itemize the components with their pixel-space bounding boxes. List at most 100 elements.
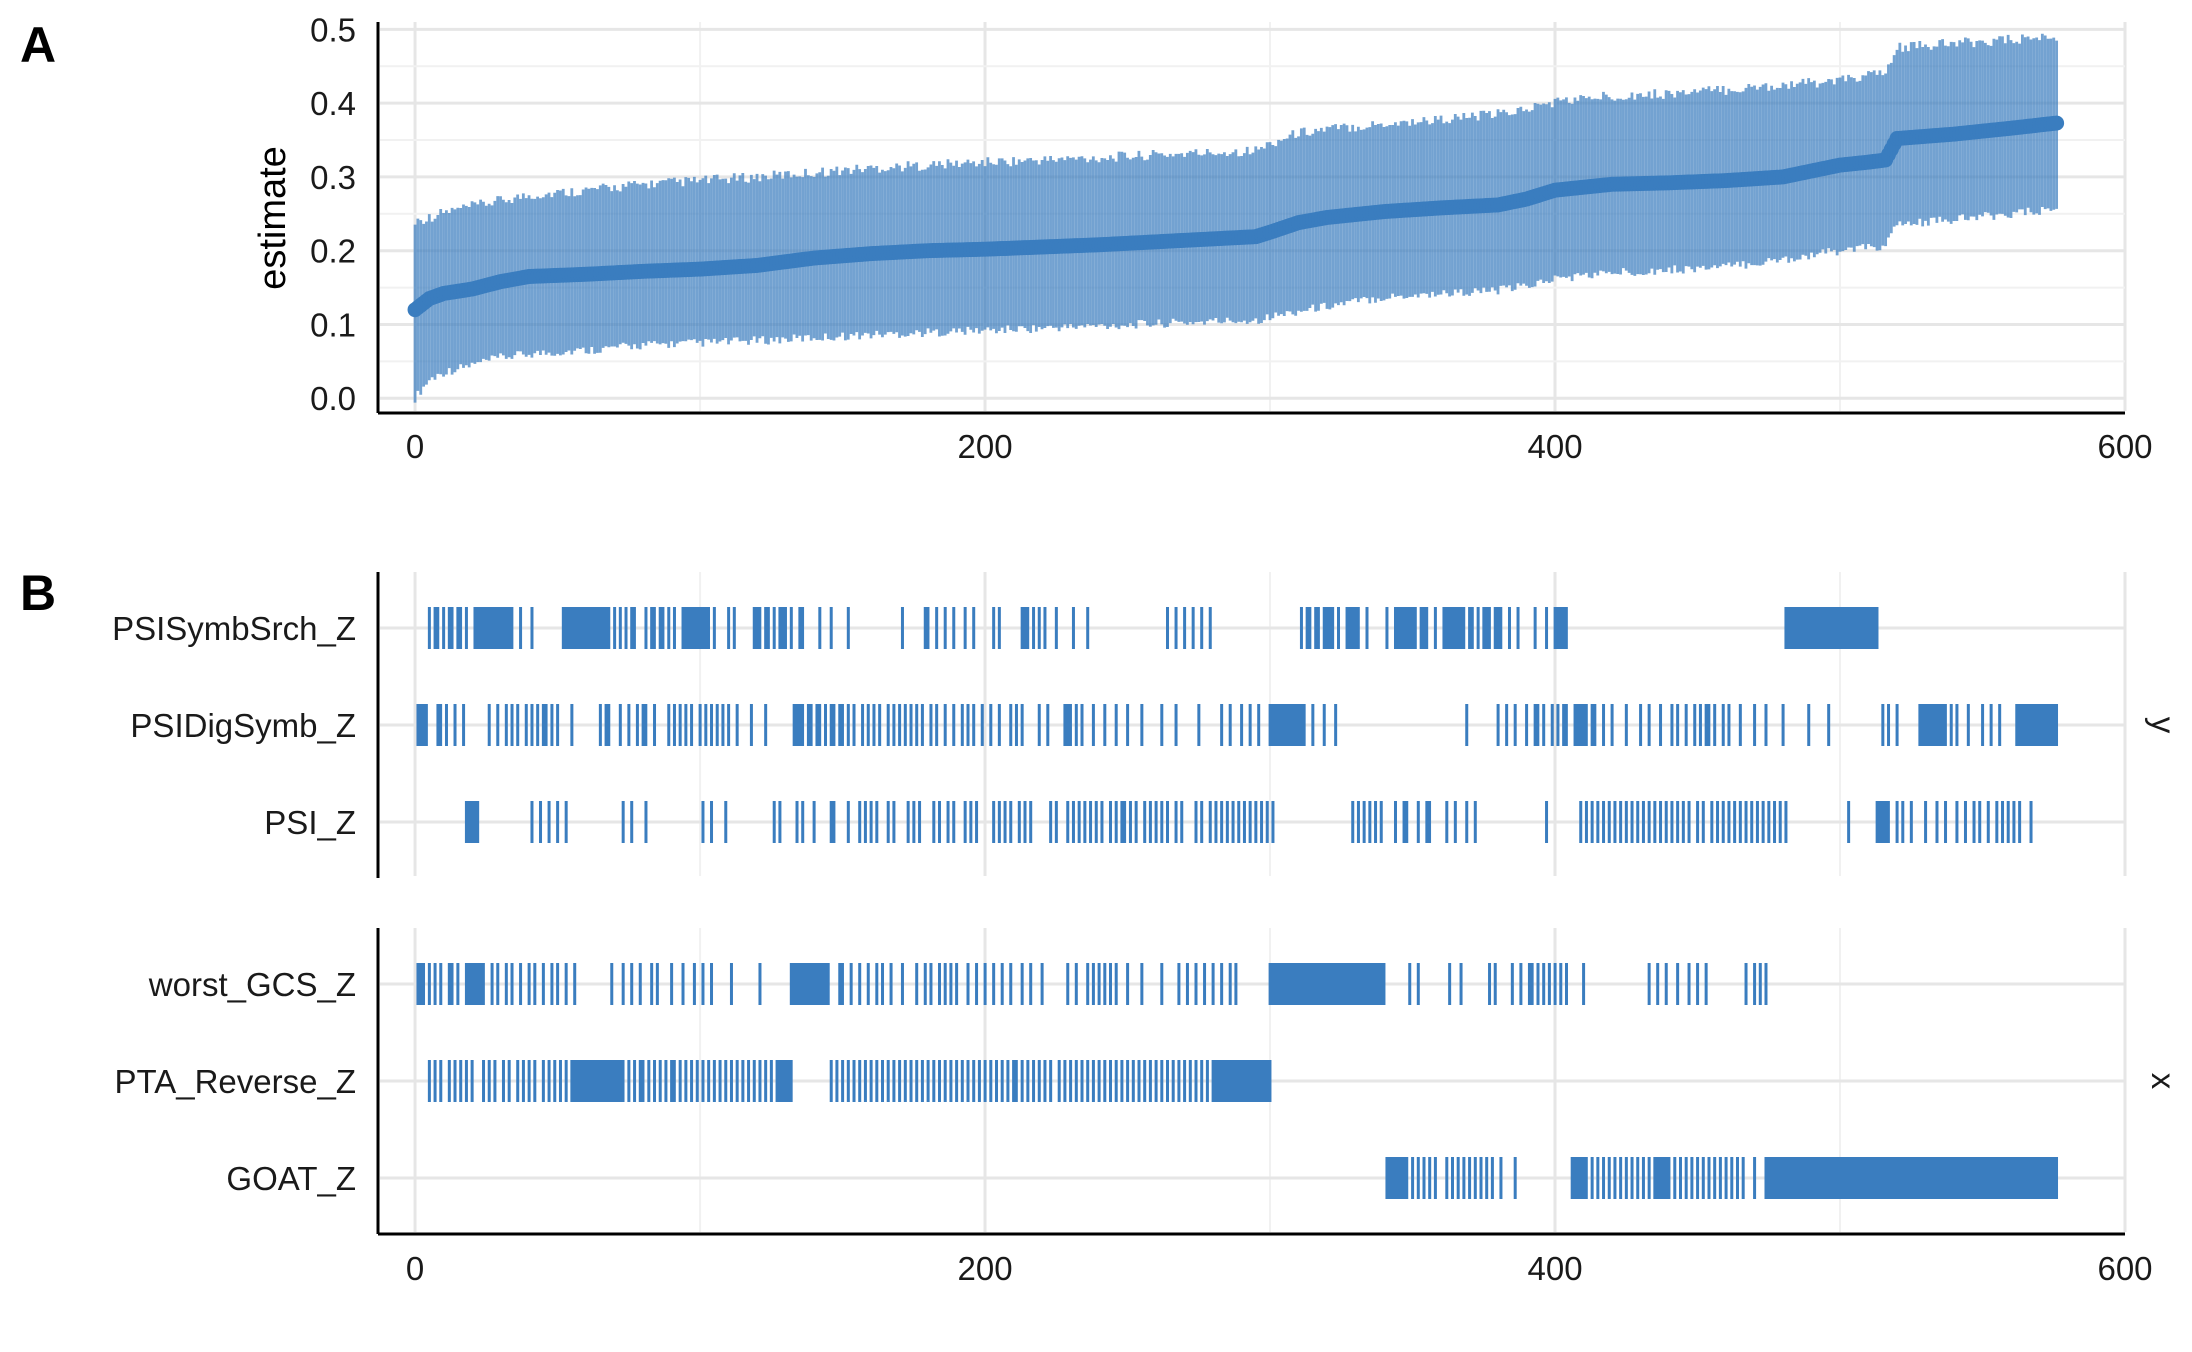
rug-mark xyxy=(932,801,936,843)
rug-mark xyxy=(980,704,984,746)
rug-mark xyxy=(1547,963,1551,1005)
rug-mark xyxy=(1393,607,1417,649)
rug-mark xyxy=(1211,1060,1272,1102)
rug-mark xyxy=(444,704,448,746)
rug-mark xyxy=(1174,607,1178,649)
rug-mark xyxy=(969,801,973,843)
rug-mark xyxy=(1445,1157,1449,1199)
rug-mark xyxy=(530,704,534,746)
rug-mark xyxy=(1579,801,1583,843)
rug-mark xyxy=(564,1060,568,1102)
rug-mark xyxy=(1260,801,1264,843)
rug-mark xyxy=(972,607,976,649)
rug-mark xyxy=(1493,963,1497,1005)
rug-mark xyxy=(869,801,873,843)
rug-mark xyxy=(618,607,622,649)
rug-mark xyxy=(1109,963,1113,1005)
rug-mark xyxy=(664,1060,668,1102)
rug-mark xyxy=(1710,801,1714,843)
rug-mark xyxy=(997,801,1001,843)
rug-mark xyxy=(1086,607,1090,649)
rug-mark xyxy=(1656,963,1660,1005)
rug-mark xyxy=(1054,801,1058,843)
rug-mark xyxy=(427,1060,431,1102)
rug-mark xyxy=(909,1060,913,1102)
rug-mark xyxy=(1764,963,1768,1005)
rug-mark xyxy=(712,1060,716,1102)
rug-mark xyxy=(1200,607,1204,649)
rug-mark xyxy=(892,704,896,746)
rug-mark xyxy=(946,801,950,843)
rug-mark xyxy=(524,704,528,746)
rug-mark xyxy=(1083,801,1087,843)
rug-mark xyxy=(633,1060,637,1102)
rug-mark xyxy=(1203,963,1207,1005)
rug-mark xyxy=(533,963,537,1005)
rug-mark xyxy=(1562,704,1568,746)
rug-mark xyxy=(519,963,523,1005)
rug-mark xyxy=(1687,801,1691,843)
rug-mark xyxy=(1525,704,1529,746)
rug-mark xyxy=(1550,704,1554,746)
rug-mark xyxy=(747,1060,751,1102)
rug-mark xyxy=(1134,801,1138,843)
rug-mark xyxy=(1023,801,1027,843)
rug-mark xyxy=(1268,963,1386,1005)
rug-mark xyxy=(724,801,728,843)
rug-mark xyxy=(1676,801,1680,843)
rug-mark xyxy=(1066,801,1070,843)
rug-mark xyxy=(789,963,830,1005)
rug-mark xyxy=(1630,1157,1634,1199)
rug-mark xyxy=(1194,1060,1198,1102)
rug-mark xyxy=(1995,801,1999,843)
rug-mark xyxy=(658,1060,662,1102)
category-label: PSI_Z xyxy=(264,804,356,841)
rug-mark xyxy=(1009,801,1013,843)
rug-mark xyxy=(1445,801,1449,843)
rug-mark xyxy=(1080,704,1084,746)
rug-mark xyxy=(852,704,856,746)
rug-mark xyxy=(886,704,890,746)
rug-mark xyxy=(456,963,460,1005)
rug-mark xyxy=(1393,801,1397,843)
rug-mark xyxy=(1032,1060,1036,1102)
rug-mark xyxy=(1741,1157,1745,1199)
rug-mark xyxy=(1345,607,1360,649)
rug-mark xyxy=(1590,1157,1594,1199)
rug-mark xyxy=(1037,1060,1041,1102)
rug-mark xyxy=(490,963,494,1005)
rug-mark xyxy=(1901,801,1905,843)
rug-mark xyxy=(1009,704,1013,746)
rug-mark xyxy=(1177,963,1181,1005)
rug-mark xyxy=(442,607,446,649)
rug-mark xyxy=(533,1060,537,1102)
rug-mark xyxy=(898,1060,902,1102)
rug-mark xyxy=(1154,801,1158,843)
rug-mark xyxy=(801,801,805,843)
rug-mark xyxy=(741,1060,745,1102)
rug-mark xyxy=(1126,704,1130,746)
rug-mark xyxy=(1071,607,1075,649)
rug-mark xyxy=(727,607,731,649)
rug-mark xyxy=(989,1060,993,1102)
rug-mark xyxy=(1416,963,1420,1005)
rug-mark xyxy=(701,1060,705,1102)
rug-mark xyxy=(866,963,870,1005)
rug-mark xyxy=(1761,801,1765,843)
rug-mark xyxy=(972,1060,976,1102)
rug-mark xyxy=(1659,801,1663,843)
panel-a-y-ticks: 0.0 0.1 0.2 0.3 0.4 0.5 xyxy=(310,11,356,417)
rug-mark xyxy=(1758,963,1762,1005)
category-label: GOAT_Z xyxy=(226,1160,356,1197)
rug-mark xyxy=(1137,1060,1141,1102)
rug-mark xyxy=(1704,963,1708,1005)
rug-mark xyxy=(1094,801,1098,843)
rug-mark xyxy=(1681,801,1685,843)
rug-mark xyxy=(698,704,702,746)
rug-mark xyxy=(1513,704,1517,746)
rug-mark xyxy=(487,704,491,746)
rug-mark xyxy=(772,607,776,649)
rug-mark xyxy=(995,1060,999,1102)
rug-mark xyxy=(1032,607,1036,649)
rug-mark xyxy=(1416,801,1420,843)
